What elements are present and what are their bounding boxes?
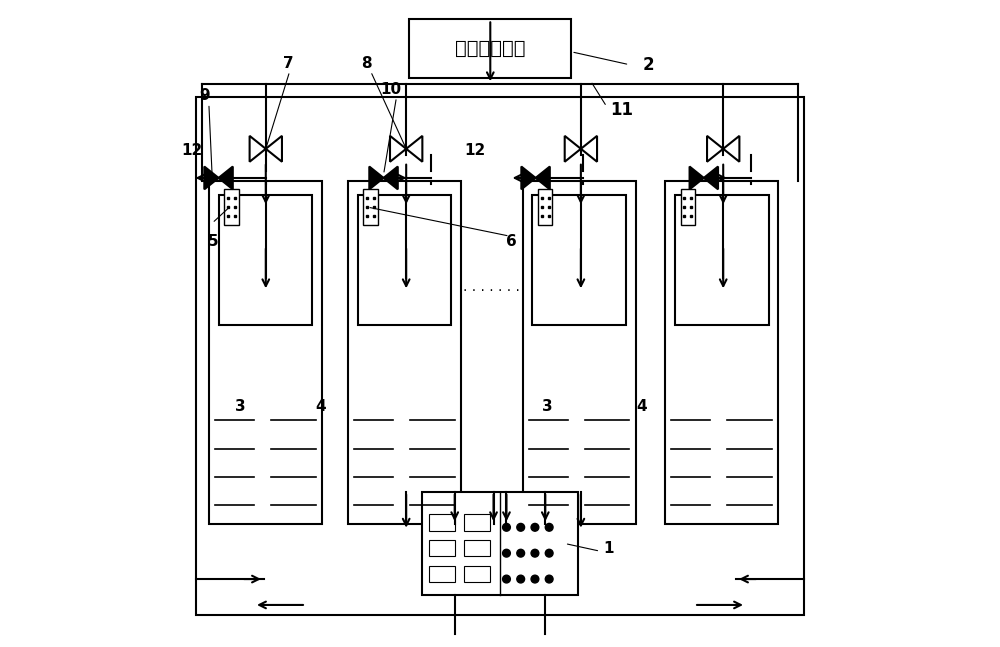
Bar <box>464 566 490 582</box>
Bar <box>675 195 769 325</box>
Polygon shape <box>250 136 266 162</box>
Bar <box>429 514 455 531</box>
Bar <box>422 492 578 595</box>
Bar <box>538 189 552 225</box>
Polygon shape <box>723 136 739 162</box>
Circle shape <box>503 549 510 557</box>
Polygon shape <box>707 136 723 162</box>
Circle shape <box>531 523 539 531</box>
Polygon shape <box>384 166 398 190</box>
Bar <box>196 97 804 615</box>
Circle shape <box>503 523 510 531</box>
Text: 1: 1 <box>604 541 614 556</box>
Polygon shape <box>704 166 718 190</box>
Text: 7: 7 <box>283 56 294 71</box>
Polygon shape <box>219 166 233 190</box>
Circle shape <box>545 575 553 583</box>
Text: 8: 8 <box>361 56 372 71</box>
Polygon shape <box>390 136 406 162</box>
Bar <box>409 19 571 78</box>
Text: · · · · · · ·: · · · · · · · <box>463 284 520 298</box>
Bar <box>681 189 695 225</box>
Text: 3: 3 <box>542 399 553 414</box>
Bar <box>429 540 455 556</box>
Bar <box>219 195 312 325</box>
Text: 10: 10 <box>380 82 401 97</box>
Circle shape <box>531 549 539 557</box>
Bar <box>224 189 239 225</box>
Circle shape <box>503 575 510 583</box>
Text: 9: 9 <box>199 88 210 104</box>
Text: 12: 12 <box>464 143 486 159</box>
Circle shape <box>545 523 553 531</box>
Text: 惰性气体气站: 惰性气体气站 <box>455 39 526 58</box>
Text: 6: 6 <box>506 234 517 249</box>
Text: 2: 2 <box>642 56 654 74</box>
Text: 3: 3 <box>235 399 245 414</box>
Polygon shape <box>406 136 422 162</box>
Bar <box>358 195 451 325</box>
Polygon shape <box>369 166 384 190</box>
Bar <box>348 181 461 524</box>
Bar <box>523 181 636 524</box>
Bar <box>464 540 490 556</box>
Text: 12: 12 <box>182 143 203 159</box>
Bar <box>429 566 455 582</box>
Polygon shape <box>204 166 219 190</box>
Circle shape <box>531 575 539 583</box>
Polygon shape <box>536 166 550 190</box>
Polygon shape <box>565 136 581 162</box>
Circle shape <box>545 549 553 557</box>
Bar <box>532 195 626 325</box>
Circle shape <box>517 523 525 531</box>
Bar <box>363 189 378 225</box>
Polygon shape <box>266 136 282 162</box>
Bar <box>464 514 490 531</box>
Polygon shape <box>521 166 536 190</box>
Polygon shape <box>581 136 597 162</box>
Circle shape <box>517 549 525 557</box>
Text: 11: 11 <box>610 101 633 119</box>
Text: 4: 4 <box>636 399 646 414</box>
Bar <box>665 181 778 524</box>
Text: 4: 4 <box>316 399 326 414</box>
Circle shape <box>517 575 525 583</box>
Polygon shape <box>690 166 704 190</box>
Bar <box>209 181 322 524</box>
Text: 5: 5 <box>208 234 218 249</box>
